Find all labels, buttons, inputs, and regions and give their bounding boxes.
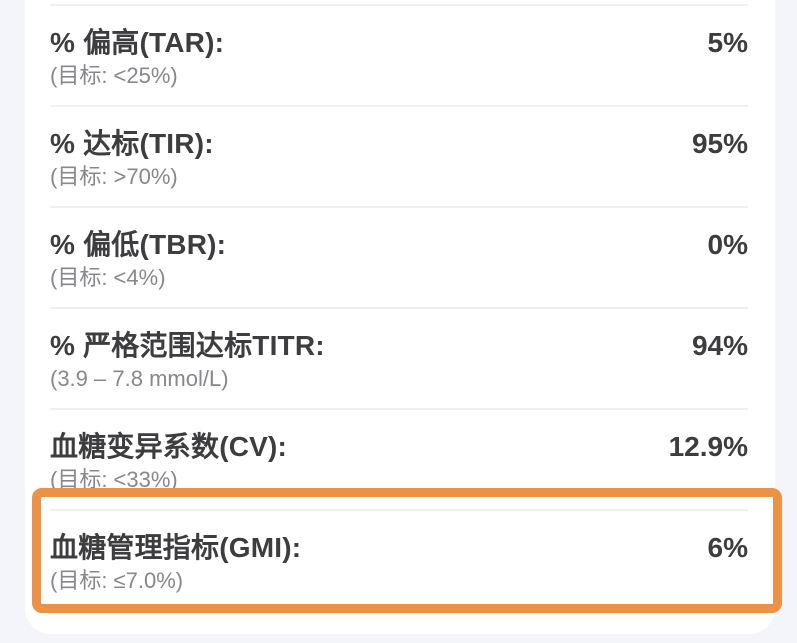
metric-row-cv-content: 血糖变异系数(CV): (目标: <33%) 12.9% [50, 408, 748, 509]
metric-labels: % 达标(TIR): (目标: >70%) [50, 127, 214, 191]
metric-row-tbr-content: % 偏低(TBR): (目标: <4%) 0% [50, 206, 748, 307]
metric-row-gmi: 血糖管理指标(GMI): (目标: ≤7.0%) 6% [25, 509, 775, 610]
metric-row-titr-content: % 严格范围达标TITR: (3.9 – 7.8 mmol/L) 94% [50, 307, 748, 408]
metric-row-tar: % 偏高(TAR): (目标: <25%) 5% [25, 4, 775, 105]
metric-range-label: (3.9 – 7.8 mmol/L) [50, 366, 229, 391]
metric-value: 5% [707, 27, 748, 58]
metric-labels: 血糖管理指标(GMI): (目标: ≤7.0%) [50, 531, 301, 595]
metric-label: % 偏低(TBR): [50, 229, 227, 260]
metric-value: 12.9% [668, 431, 748, 462]
metric-value: 95% [691, 128, 748, 159]
metric-labels: 血糖变异系数(CV): (目标: <33%) [50, 430, 287, 494]
metric-target-label: (目标: <4%) [50, 265, 166, 290]
metric-value: 0% [707, 229, 748, 260]
metric-row-cv: 血糖变异系数(CV): (目标: <33%) 12.9% [25, 408, 775, 509]
metric-label: % 偏高(TAR): [50, 27, 225, 58]
metric-label: 血糖管理指标(GMI): [50, 532, 302, 563]
metric-label: % 严格范围达标TITR: [50, 330, 325, 361]
metric-row-gmi-content: 血糖管理指标(GMI): (目标: ≤7.0%) 6% [50, 509, 748, 610]
metric-target-label: (目标: ≤7.0%) [50, 568, 184, 593]
metric-labels: % 严格范围达标TITR: (3.9 – 7.8 mmol/L) [50, 329, 325, 393]
metric-label: % 达标(TIR): [50, 128, 214, 159]
metric-labels: % 偏高(TAR): (目标: <25%) [50, 26, 224, 90]
glucose-metrics-card: % 偏高(TAR): (目标: <25%) 5% % 达标(TIR): (目标:… [25, 0, 775, 634]
metric-target-label: (目标: <33%) [50, 467, 178, 492]
metric-row-tbr: % 偏低(TBR): (目标: <4%) 0% [25, 206, 775, 307]
metric-label: 血糖变异系数(CV): [50, 431, 288, 462]
metric-value: 6% [707, 532, 748, 563]
metric-row-tir-content: % 达标(TIR): (目标: >70%) 95% [50, 105, 748, 206]
metric-row-titr: % 严格范围达标TITR: (3.9 – 7.8 mmol/L) 94% [25, 307, 775, 408]
metric-value: 94% [691, 330, 748, 361]
metric-labels: % 偏低(TBR): (目标: <4%) [50, 228, 226, 292]
metric-row-tar-content: % 偏高(TAR): (目标: <25%) 5% [50, 4, 748, 105]
metric-target-label: (目标: <25%) [50, 63, 178, 88]
metric-target-label: (目标: >70%) [50, 164, 178, 189]
metric-row-tir: % 达标(TIR): (目标: >70%) 95% [25, 105, 775, 206]
